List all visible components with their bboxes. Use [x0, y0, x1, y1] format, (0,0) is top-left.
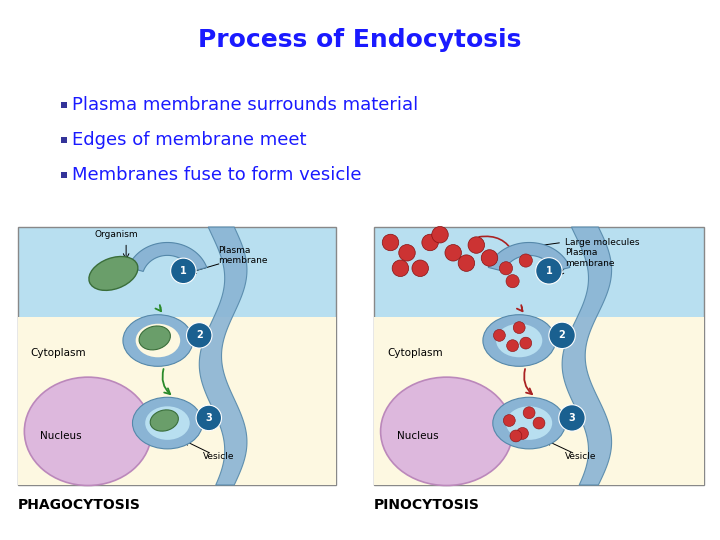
- Text: 3: 3: [205, 413, 212, 423]
- Text: Vesicle: Vesicle: [565, 452, 597, 461]
- Text: Membranes fuse to form vesicle: Membranes fuse to form vesicle: [72, 166, 361, 184]
- Ellipse shape: [123, 315, 193, 366]
- Bar: [61, 137, 67, 143]
- Text: Plasma membrane surrounds material: Plasma membrane surrounds material: [72, 96, 418, 114]
- Circle shape: [196, 405, 222, 430]
- Text: 1: 1: [546, 266, 552, 276]
- Ellipse shape: [89, 256, 138, 291]
- Circle shape: [523, 407, 535, 418]
- Ellipse shape: [145, 406, 190, 440]
- Circle shape: [520, 337, 532, 349]
- Circle shape: [500, 262, 513, 275]
- Text: PINOCYTOSIS: PINOCYTOSIS: [374, 498, 480, 512]
- Ellipse shape: [150, 410, 179, 431]
- Bar: [61, 102, 67, 108]
- Bar: [61, 172, 67, 178]
- Ellipse shape: [381, 377, 513, 485]
- Text: Cytoplasm: Cytoplasm: [387, 348, 443, 358]
- Ellipse shape: [135, 324, 180, 357]
- Ellipse shape: [506, 406, 552, 440]
- Circle shape: [468, 237, 485, 253]
- Circle shape: [458, 255, 474, 272]
- Text: Large molecules: Large molecules: [565, 238, 640, 247]
- Ellipse shape: [492, 397, 565, 449]
- Circle shape: [533, 417, 545, 429]
- Circle shape: [506, 274, 519, 288]
- Text: 1: 1: [180, 266, 186, 276]
- Text: Vesicle: Vesicle: [202, 452, 234, 461]
- Circle shape: [536, 258, 562, 284]
- Polygon shape: [199, 227, 247, 485]
- Text: 2: 2: [196, 330, 202, 340]
- Ellipse shape: [132, 397, 202, 449]
- Text: Plasma
membrane: Plasma membrane: [565, 248, 615, 268]
- Circle shape: [382, 234, 399, 251]
- Circle shape: [559, 404, 585, 431]
- Circle shape: [516, 428, 528, 440]
- Polygon shape: [128, 242, 207, 272]
- Text: Process of Endocytosis: Process of Endocytosis: [198, 28, 522, 52]
- Bar: [18, 318, 336, 485]
- Text: 3: 3: [569, 413, 575, 423]
- Text: Nucleus: Nucleus: [40, 430, 82, 441]
- Circle shape: [422, 234, 438, 251]
- Circle shape: [481, 249, 498, 266]
- Circle shape: [493, 329, 505, 341]
- Circle shape: [445, 245, 462, 261]
- Circle shape: [392, 260, 409, 276]
- Text: Plasma
membrane: Plasma membrane: [218, 246, 268, 265]
- Polygon shape: [562, 227, 611, 485]
- Circle shape: [519, 254, 532, 267]
- Circle shape: [549, 322, 575, 348]
- Bar: [374, 318, 704, 485]
- Circle shape: [432, 226, 449, 243]
- Polygon shape: [488, 242, 570, 272]
- Ellipse shape: [483, 315, 556, 366]
- Ellipse shape: [139, 326, 171, 350]
- Text: Cytoplasm: Cytoplasm: [31, 348, 86, 358]
- Circle shape: [503, 415, 516, 427]
- Circle shape: [513, 322, 525, 334]
- Text: Nucleus: Nucleus: [397, 430, 438, 441]
- Text: 2: 2: [559, 330, 565, 340]
- Ellipse shape: [24, 377, 152, 485]
- Circle shape: [510, 430, 522, 442]
- Circle shape: [399, 245, 415, 261]
- Circle shape: [171, 258, 196, 284]
- Bar: [374, 227, 704, 485]
- Text: Edges of membrane meet: Edges of membrane meet: [72, 131, 307, 149]
- Ellipse shape: [496, 324, 542, 357]
- Text: PHAGOCYTOSIS: PHAGOCYTOSIS: [18, 498, 141, 512]
- Circle shape: [186, 322, 212, 348]
- Bar: [18, 227, 336, 485]
- Text: Organism: Organism: [94, 231, 138, 239]
- Circle shape: [507, 340, 518, 352]
- Circle shape: [412, 260, 428, 276]
